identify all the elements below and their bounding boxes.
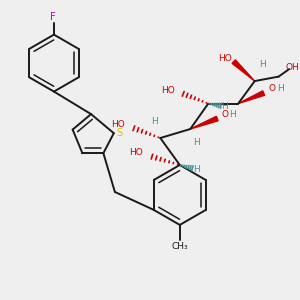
Text: OH: OH (285, 63, 299, 72)
Text: O: O (221, 110, 228, 118)
Polygon shape (238, 91, 265, 103)
Text: H: H (259, 60, 266, 69)
Text: H: H (230, 110, 236, 118)
Text: HO: HO (112, 120, 125, 129)
Text: O: O (268, 84, 276, 93)
Text: CH₃: CH₃ (172, 242, 188, 251)
Text: H: H (277, 84, 284, 93)
Text: H: H (221, 102, 228, 111)
Text: H: H (193, 165, 200, 174)
Text: HO: HO (130, 148, 143, 158)
Text: HO: HO (161, 85, 175, 94)
Text: S: S (116, 128, 122, 138)
Polygon shape (232, 60, 255, 81)
Polygon shape (190, 116, 218, 129)
Text: HO: HO (218, 54, 232, 63)
Text: H: H (151, 117, 158, 126)
Text: F: F (50, 12, 56, 22)
Text: H: H (193, 138, 200, 147)
